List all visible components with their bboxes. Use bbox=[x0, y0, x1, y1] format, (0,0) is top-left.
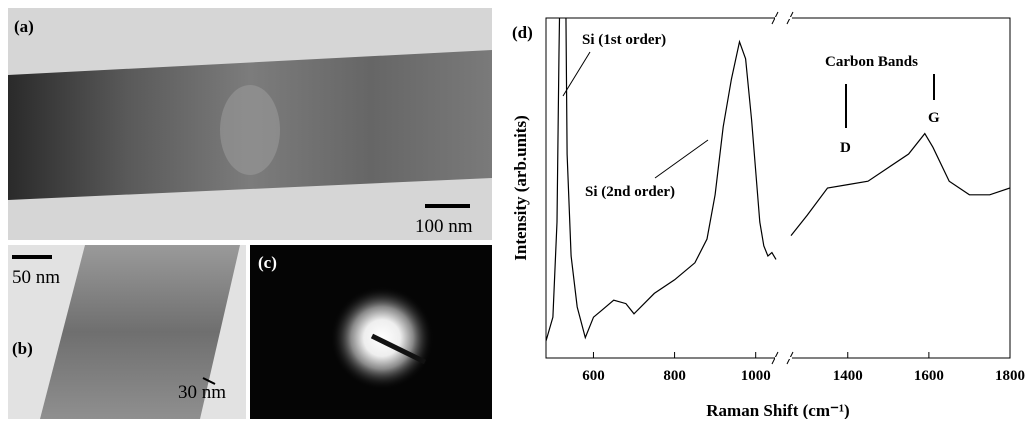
scale-text: 50 nm bbox=[12, 267, 60, 288]
panel-label: (d) bbox=[512, 23, 533, 42]
panel-label: (c) bbox=[258, 253, 277, 272]
panel-b: 50 nm (b) 30 nm bbox=[8, 245, 246, 419]
panel-label: (a) bbox=[14, 17, 34, 36]
annotation: Carbon Bands bbox=[825, 54, 918, 70]
annotation: G bbox=[928, 110, 940, 126]
x-tick-label: 1600 bbox=[914, 368, 944, 384]
x-tick-label: 1400 bbox=[833, 368, 863, 384]
annotation: Si (2nd order) bbox=[585, 184, 675, 200]
beam-stop bbox=[370, 333, 427, 365]
y-axis-label: Intensity (arb.units) bbox=[511, 115, 530, 260]
arrow bbox=[654, 139, 709, 179]
annotation: D bbox=[840, 140, 851, 156]
annotation: Si (1st order) bbox=[582, 32, 666, 48]
spectrum bbox=[546, 18, 1010, 342]
diffraction-glow bbox=[330, 286, 434, 390]
arrow bbox=[202, 377, 216, 385]
annotation: 30 nm bbox=[178, 382, 226, 403]
x-tick-label: 1000 bbox=[741, 368, 771, 384]
break-gap bbox=[774, 357, 792, 359]
panel-c: (c) bbox=[250, 245, 492, 419]
break-gap bbox=[774, 17, 792, 19]
nanowire bbox=[40, 245, 240, 419]
particles bbox=[220, 85, 280, 175]
arrow bbox=[562, 51, 591, 97]
x-tick-label: 600 bbox=[582, 368, 605, 384]
x-tick-label: 800 bbox=[663, 368, 686, 384]
panel-a: (a) 100 nm bbox=[8, 8, 492, 240]
chart: (d) Raman Shift (cm⁻¹) Intensity (arb.un… bbox=[511, 11, 1025, 420]
scale-text: 100 nm bbox=[415, 216, 473, 237]
panel-label: (b) bbox=[12, 339, 33, 358]
x-tick-label: 1800 bbox=[995, 368, 1025, 384]
x-axis-label: Raman Shift (cm⁻¹) bbox=[706, 401, 849, 419]
